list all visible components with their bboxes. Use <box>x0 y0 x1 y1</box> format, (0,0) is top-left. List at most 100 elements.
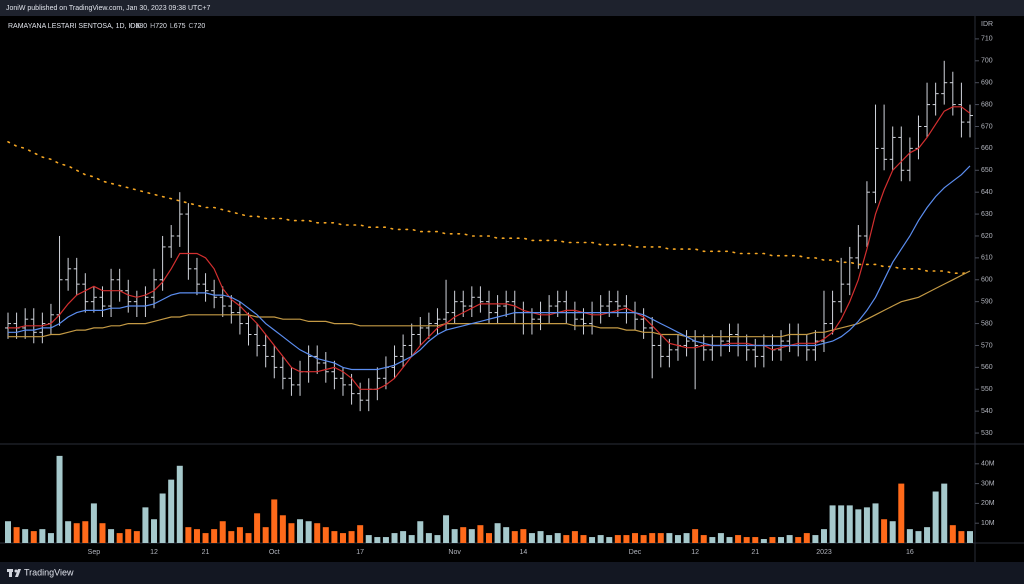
volume-bar <box>193 529 200 543</box>
volume-bar <box>13 527 20 543</box>
volume-bar <box>597 535 604 543</box>
volume-bar <box>434 535 441 543</box>
top-bar <box>0 0 1024 16</box>
volume-bar <box>391 533 398 543</box>
volume-bar <box>657 533 664 543</box>
volume-bar <box>451 529 458 543</box>
volume-bar <box>142 507 149 543</box>
x-tick-label: 17 <box>356 549 364 556</box>
y-tick-label: 660 <box>981 145 993 152</box>
legend-key: C <box>188 23 193 30</box>
volume-bar <box>537 531 544 543</box>
volume-bar <box>339 533 346 543</box>
y-tick-label: 550 <box>981 386 993 393</box>
y-tick-label: 610 <box>981 255 993 262</box>
x-tick-label: Sep <box>88 549 101 556</box>
brand-logo <box>7 569 21 577</box>
volume-bar <box>219 521 226 543</box>
volume-bar <box>305 521 312 543</box>
volume-bar <box>846 505 853 543</box>
volume-bar <box>640 535 647 543</box>
volume-bar <box>185 527 192 543</box>
volume-bar <box>271 499 278 543</box>
volume-bar <box>932 491 939 543</box>
volume-bar <box>760 539 767 543</box>
volume-bar <box>417 521 424 543</box>
y-tick-label: 540 <box>981 408 993 415</box>
volume-bar <box>709 537 716 543</box>
ohlc-legend: O680 H720 L675 C720 <box>130 23 205 30</box>
y-tick-label: 620 <box>981 233 993 240</box>
volume-bar <box>228 531 235 543</box>
volume-bar <box>889 521 896 543</box>
volume-bar <box>717 533 724 543</box>
legend-key: L <box>170 23 174 30</box>
volume-bar <box>99 523 106 543</box>
volume-bar <box>65 521 72 543</box>
moving-average <box>8 106 971 390</box>
x-tick-label: Nov <box>448 549 461 556</box>
volume-bar <box>331 531 338 543</box>
volume-bar <box>520 529 527 543</box>
y-tick-label: 710 <box>981 36 993 43</box>
volume-bar <box>357 525 364 543</box>
y-tick-label: 670 <box>981 123 993 130</box>
volume-bar <box>82 521 89 543</box>
x-tick-label: Dec <box>629 549 642 556</box>
volume-bar <box>279 515 286 543</box>
volume-bar <box>468 529 475 543</box>
volume-bar <box>967 531 973 543</box>
y-tick-label: 20M <box>981 500 995 507</box>
volume-bar <box>47 533 54 543</box>
volume-bar <box>924 527 931 543</box>
y-tick-label: 690 <box>981 80 993 87</box>
x-tick-label: 12 <box>150 549 158 556</box>
volume-bar <box>116 533 123 543</box>
volume-bar <box>820 529 827 543</box>
legend-value: 720 <box>155 23 167 30</box>
volume-bar <box>90 503 97 543</box>
volume-bar <box>365 535 372 543</box>
published-note: JoniW published on TradingView.com, Jan … <box>6 5 210 12</box>
moving-average <box>7 141 971 274</box>
volume-bar <box>812 535 819 543</box>
y-tick-label: 650 <box>981 167 993 174</box>
volume-bar <box>22 529 29 543</box>
volume-bar <box>881 519 888 543</box>
volume-bar <box>486 533 492 543</box>
x-tick-label: 21 <box>751 549 759 556</box>
volume-bar <box>700 535 707 543</box>
currency: IDR <box>981 21 993 28</box>
volume-bar <box>151 519 158 543</box>
volume-bar <box>382 537 389 543</box>
x-tick-label: Oct <box>269 549 280 556</box>
volume-bar <box>778 537 785 543</box>
volume-bar <box>503 527 510 543</box>
x-tick-label: 21 <box>202 549 210 556</box>
volume-bar <box>108 529 115 543</box>
y-tick-label: 530 <box>981 430 993 437</box>
y-tick-label: 30M <box>981 480 995 487</box>
volume-bar <box>30 531 37 543</box>
volume-bar <box>374 537 381 543</box>
volume-bar <box>348 531 355 543</box>
volume-bar <box>743 537 750 543</box>
volume-bar <box>211 529 218 543</box>
volume-bar <box>554 533 561 543</box>
volume-bar <box>133 531 140 543</box>
volume-bar <box>803 533 810 543</box>
volume-bar <box>795 537 802 543</box>
volume-bar <box>425 533 432 543</box>
x-tick-label: 14 <box>519 549 527 556</box>
volume-bar <box>958 531 965 543</box>
y-tick-label: 630 <box>981 211 993 218</box>
volume-bar <box>125 529 132 543</box>
moving-average <box>8 270 971 338</box>
legend-value: 675 <box>174 23 186 30</box>
volume-bar <box>254 513 261 543</box>
y-tick-label: 570 <box>981 342 993 349</box>
volume-bar <box>580 535 587 543</box>
volume-bar <box>314 523 321 543</box>
